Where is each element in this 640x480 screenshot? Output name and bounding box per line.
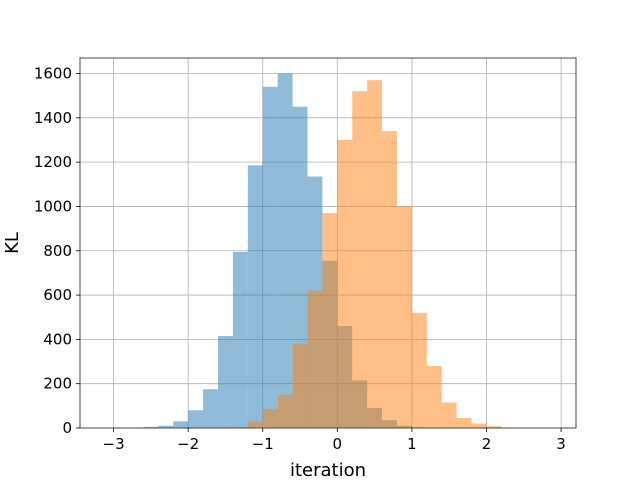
histogram-bar [307, 290, 323, 428]
histogram-bar [217, 336, 233, 428]
histogram-bar [456, 418, 472, 428]
histogram-bar [367, 80, 383, 428]
histogram-bar [292, 343, 308, 428]
histogram-bar [396, 206, 412, 428]
y-tick-label: 1400 [34, 109, 72, 127]
y-tick-label: 0 [62, 419, 72, 437]
histogram-bar [411, 312, 427, 428]
y-tick-label: 400 [43, 330, 72, 348]
histogram-bar [277, 394, 293, 428]
histogram-bar [322, 213, 338, 428]
y-axis-label: KL [2, 232, 23, 254]
histogram-bar [143, 426, 159, 428]
histogram-bar [188, 410, 204, 428]
histogram-bar [203, 389, 218, 428]
histogram-bar [382, 131, 397, 428]
histogram-bar [247, 165, 263, 429]
histogram-bar [441, 402, 457, 428]
series-2-bars [232, 80, 502, 429]
x-tick-label: −1 [252, 435, 274, 453]
x-tick-label: −3 [103, 435, 125, 453]
y-tick-label: 800 [43, 242, 72, 260]
x-tick-label: 0 [333, 435, 343, 453]
histogram-bar [232, 251, 248, 428]
y-tick-label: 1200 [34, 153, 72, 171]
histogram-bar [352, 91, 368, 429]
plot-frame [79, 57, 577, 429]
histogram-bar [471, 423, 487, 428]
y-tick-label: 600 [43, 286, 72, 304]
histogram-bar [262, 86, 278, 428]
x-tick-label: 2 [482, 435, 492, 453]
y-tick-label: 1000 [34, 197, 72, 215]
histogram-bar [232, 426, 248, 428]
x-axis-ticks: −3 −2 −1 0 1 2 3 [103, 428, 566, 453]
x-tick-label: 1 [407, 435, 417, 453]
x-axis-label: iteration [290, 460, 366, 480]
x-tick-label: 3 [556, 435, 566, 453]
histogram-bar [337, 139, 353, 428]
histogram-bar [426, 365, 442, 428]
histogram-bars [143, 73, 502, 429]
x-tick-label: −2 [177, 435, 199, 453]
y-tick-label: 1600 [34, 65, 72, 83]
y-axis-ticks: 0 200 400 600 800 1000 1200 1400 1600 [34, 65, 80, 437]
histogram-bar [262, 409, 278, 428]
y-tick-label: 200 [43, 375, 72, 393]
histogram-bar [158, 425, 174, 428]
histogram-bar [173, 421, 189, 428]
histogram-bar [277, 73, 293, 429]
histogram-bar [247, 421, 263, 428]
histogram-bar [486, 426, 502, 428]
